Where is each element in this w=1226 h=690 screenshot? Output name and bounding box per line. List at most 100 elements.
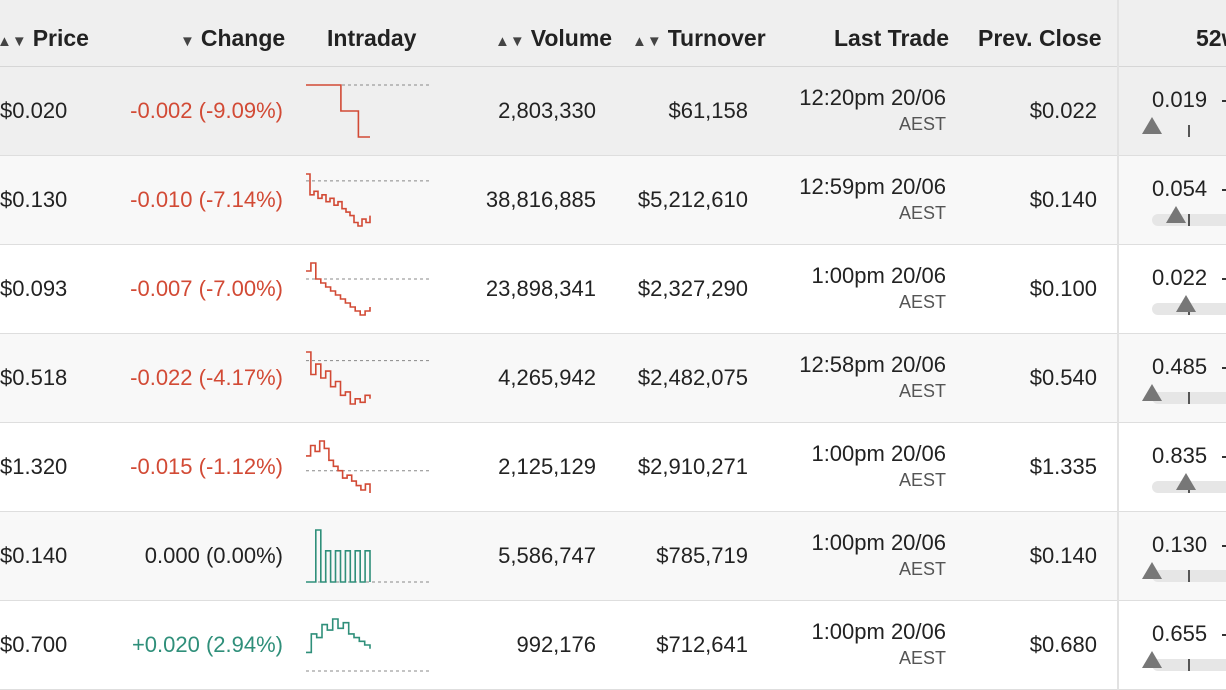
range-low-value: 0.054: [1152, 176, 1208, 201]
range-tick: [1188, 214, 1190, 226]
col-header-52w-range[interactable]: 52w: [1196, 0, 1226, 66]
range-separator: [1222, 367, 1226, 369]
range-separator: [1222, 545, 1226, 547]
table-row[interactable]: $0.093 -0.007 (-7.00%) 23,898,341 $2,327,29…: [0, 245, 1226, 334]
range-low-value: 0.655: [1152, 621, 1208, 646]
last-trade-timezone: AEST: [898, 470, 946, 490]
intraday-sparkline: [306, 618, 430, 672]
table-row[interactable]: $0.020 -0.002 (-9.09%) 2,803,330 $61,158 12:…: [0, 67, 1226, 156]
change-cell: +0.020 (2.94%): [131, 632, 283, 657]
volume-cell: 4,265,942: [498, 365, 596, 390]
range-marker-icon: [1175, 295, 1196, 312]
sort-desc-icon: ▼: [180, 33, 195, 50]
turnover-cell: $5,212,610: [637, 187, 748, 212]
last-trade-cell: 12:59pm 20/06 AEST: [760, 156, 946, 244]
table-row[interactable]: $1.320 -0.015 (-1.12%) 2,125,129 $2,910,271…: [0, 423, 1226, 512]
change-cell: -0.010 (-7.14%): [130, 187, 283, 212]
price-cell: $1.320: [0, 454, 68, 479]
prev-close-cell: $0.540: [1029, 365, 1097, 390]
intraday-price-line: [306, 262, 371, 316]
turnover-cell: $61,158: [668, 98, 748, 123]
last-trade-time: 12:59pm 20/06: [799, 174, 946, 199]
intraday-price-line: [306, 440, 371, 493]
range-separator: [1222, 456, 1226, 458]
col-header-change[interactable]: ▼ Change: [180, 0, 285, 66]
range-low-value: 0.022: [1152, 265, 1208, 290]
turnover-cell: $785,719: [656, 543, 748, 568]
price-cell: $0.518: [0, 365, 68, 390]
change-cell: -0.007 (-7.00%): [130, 276, 283, 301]
prev-close-cell: $0.022: [1029, 98, 1097, 123]
last-trade-cell: 1:00pm 20/06 AEST: [760, 601, 946, 689]
col-header-intraday: Intraday: [327, 0, 416, 66]
range-tick: [1188, 125, 1190, 137]
turnover-cell: $712,641: [656, 632, 748, 657]
col-header-last-trade-label: Last Trade: [834, 25, 950, 51]
range-bar: [1152, 206, 1226, 226]
change-cell: -0.022 (-4.17%): [130, 365, 283, 390]
range-marker-icon: [1175, 473, 1196, 490]
col-header-turnover-label: Turnover: [667, 25, 766, 51]
table-row[interactable]: $0.700 +0.020 (2.94%) 992,176 $712,641 1:00p…: [0, 601, 1226, 690]
last-trade-time: 1:00pm 20/06: [811, 263, 946, 288]
range-low-value: 0.130: [1152, 532, 1208, 557]
col-header-52w-label: 52w: [1196, 25, 1226, 51]
col-header-volume[interactable]: ▲▼ Volume: [495, 0, 612, 66]
last-trade-time: 1:00pm 20/06: [811, 619, 946, 644]
last-trade-timezone: AEST: [898, 203, 946, 223]
range-marker-icon: [1142, 562, 1162, 579]
intraday-sparkline: [306, 440, 430, 493]
volume-cell: 992,176: [516, 632, 596, 657]
last-trade-cell: 1:00pm 20/06 AEST: [760, 245, 946, 333]
col-header-price[interactable]: ▲▼ Price: [0, 0, 89, 66]
turnover-cell: $2,910,271: [637, 454, 748, 479]
last-trade-timezone: AEST: [898, 648, 946, 668]
prev-close-cell: $1.335: [1029, 454, 1097, 479]
price-cell: $0.140: [0, 543, 68, 568]
volume-cell: 38,816,885: [485, 187, 596, 212]
range-low-value: 0.835: [1152, 443, 1208, 468]
sort-both-icon: ▲▼: [632, 33, 662, 50]
col-header-prev-close[interactable]: Prev. Close: [978, 0, 1102, 66]
last-trade-cell: 1:00pm 20/06 AEST: [760, 512, 946, 600]
range-tick: [1188, 392, 1190, 404]
table-row[interactable]: $0.518 -0.022 (-4.17%) 4,265,942 $2,482,075…: [0, 334, 1226, 423]
intraday-sparkline: [306, 84, 430, 138]
range-bar: [1152, 295, 1226, 315]
table-row[interactable]: $0.140 0.000 (0.00%) 5,586,747 $785,719 1:00…: [0, 512, 1226, 601]
range-low-value: 0.019: [1152, 87, 1208, 112]
prev-close-cell: $0.680: [1029, 632, 1097, 657]
intraday-price-line: [306, 529, 371, 583]
range-bar: [1142, 117, 1226, 137]
col-header-intraday-label: Intraday: [327, 25, 417, 51]
range-tick: [1188, 659, 1190, 671]
sort-both-icon: ▲▼: [0, 33, 27, 50]
col-header-turnover[interactable]: ▲▼ Turnover: [632, 0, 766, 66]
sort-both-icon: ▲▼: [495, 33, 525, 50]
col-header-volume-label: Volume: [530, 25, 613, 51]
volume-cell: 2,803,330: [498, 98, 596, 123]
range-marker-icon: [1142, 117, 1162, 134]
intraday-sparkline: [306, 262, 430, 316]
change-cell: -0.015 (-1.12%): [130, 454, 283, 479]
table-row[interactable]: $0.130 -0.010 (-7.14%) 38,816,885 $5,212,61…: [0, 156, 1226, 245]
intraday-sparkline: [306, 351, 430, 405]
turnover-cell: $2,482,075: [637, 365, 748, 390]
last-trade-timezone: AEST: [898, 381, 946, 401]
range-tick: [1188, 570, 1190, 582]
last-trade-cell: 12:20pm 20/06 AEST: [760, 67, 946, 155]
range-separator: [1222, 189, 1226, 191]
turnover-cell: $2,327,290: [637, 276, 748, 301]
price-cell: $0.700: [0, 632, 68, 657]
column-divider: [1117, 0, 1119, 690]
price-cell: $0.093: [0, 276, 68, 301]
volume-cell: 2,125,129: [498, 454, 596, 479]
col-header-last-trade[interactable]: Last Trade: [834, 0, 949, 66]
range-separator: [1222, 100, 1226, 102]
range-bar: [1142, 651, 1226, 671]
range-marker-icon: [1142, 651, 1162, 668]
range-marker-icon: [1166, 206, 1186, 223]
range-bar: [1142, 384, 1226, 404]
price-cell: $0.130: [0, 187, 68, 212]
